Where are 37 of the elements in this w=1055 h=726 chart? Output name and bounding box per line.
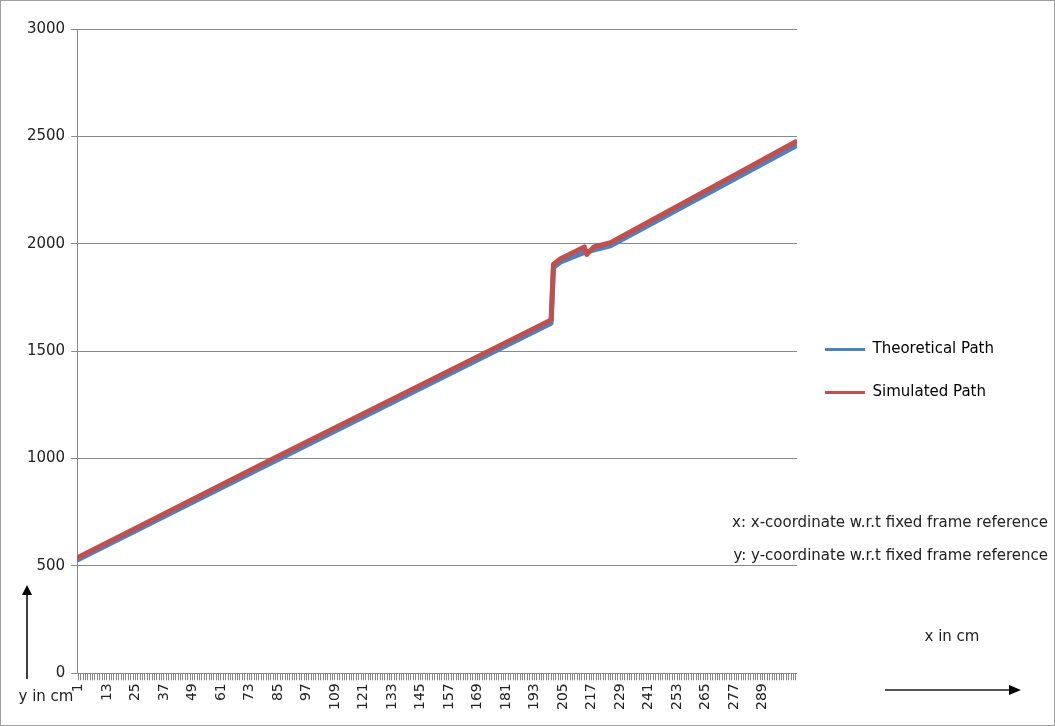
- x-tick-label: 265: [696, 683, 713, 711]
- x-tick-label: 37: [154, 683, 171, 702]
- x-tick-label: 49: [183, 683, 200, 702]
- x-tick-label: 73: [240, 683, 257, 702]
- y-tick-label: 500: [36, 555, 66, 574]
- x-tick-label: 193: [525, 683, 542, 711]
- text: x in cm: [924, 626, 980, 645]
- y-tick-label: 1500: [26, 341, 66, 360]
- x-tick-label: 205: [553, 683, 570, 711]
- x-tick-label: 25: [126, 683, 143, 702]
- x-tick-label: 61: [211, 683, 228, 702]
- legend-label: Theoretical Path: [871, 339, 995, 358]
- x-tick-label: 157: [439, 683, 456, 711]
- x-tick-label: 109: [325, 683, 342, 711]
- x-tick-label: 121: [354, 683, 371, 711]
- x-tick-label: 145: [411, 683, 428, 711]
- x-tick-label: 217: [582, 683, 599, 711]
- y-tick-label: 3000: [26, 18, 66, 37]
- y-tick-label: 2000: [26, 233, 66, 252]
- x-tick-label: 1: [69, 683, 85, 693]
- x-tick-label: 253: [667, 683, 684, 711]
- y-tick-label: 2500: [26, 126, 66, 145]
- legend-label: Simulated Path: [872, 382, 987, 401]
- x-tick-label: 229: [610, 683, 627, 711]
- x-tick-label: 289: [753, 683, 770, 711]
- x-tick-label: 133: [382, 683, 399, 711]
- x-tick-label: 13: [97, 683, 114, 702]
- y-tick-label: 0: [55, 663, 66, 682]
- x-tick-label: 181: [496, 683, 513, 711]
- annotation: y: y-coordinate w.r.t fixed frame reference: [733, 545, 1048, 564]
- x-tick-label: 97: [297, 683, 314, 702]
- x-tick-label: 169: [468, 683, 485, 711]
- x-tick-label: 85: [268, 683, 285, 702]
- y-tick-label: 1000: [26, 448, 66, 467]
- x-tick-label: 241: [639, 683, 656, 711]
- x-tick-label: 277: [724, 683, 741, 711]
- annotation: x: x-coordinate w.r.t fixed frame reference: [732, 512, 1048, 531]
